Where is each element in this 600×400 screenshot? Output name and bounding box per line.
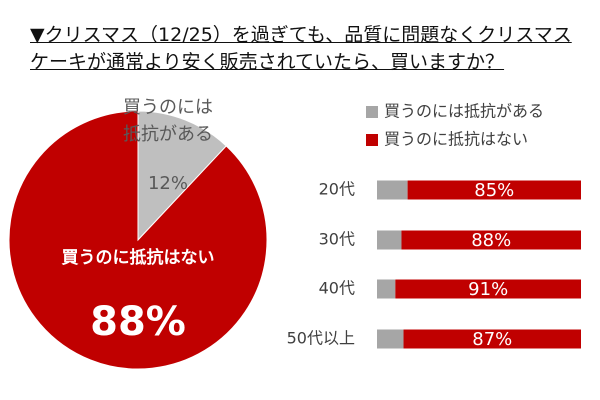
bar-segment bbox=[377, 180, 408, 200]
bar-segment bbox=[403, 329, 581, 349]
slice-value: 12% bbox=[147, 173, 188, 194]
bar-segment bbox=[377, 279, 396, 299]
legend-label: 買うのには抵抗がある bbox=[384, 102, 544, 121]
legend-swatch bbox=[366, 106, 378, 118]
y-tick-label: 20代 bbox=[319, 180, 355, 199]
slice-label: 買うのには抵抗がある bbox=[123, 97, 213, 145]
legend-swatch bbox=[366, 134, 378, 146]
bar-value-label: 87% bbox=[472, 329, 512, 350]
bar-segment bbox=[377, 230, 402, 250]
y-tick-label: 40代 bbox=[319, 279, 355, 298]
bar-segment bbox=[407, 180, 581, 200]
y-tick-label: 30代 bbox=[319, 230, 355, 249]
slice-value: 88% bbox=[90, 299, 186, 345]
slice-label: 買うのに抵抗はない bbox=[61, 248, 215, 268]
chart-title: ▼クリスマス（12/25）を過ぎても、品質に問題なくクリスマスケーキが通常より安… bbox=[30, 24, 572, 73]
y-tick-label: 50代以上 bbox=[287, 329, 355, 348]
pie-slice bbox=[8, 110, 268, 370]
bar-value-label: 91% bbox=[468, 279, 508, 300]
bar-segment bbox=[395, 279, 581, 299]
bar-segment bbox=[377, 329, 404, 349]
bar-segment bbox=[401, 230, 581, 250]
pie-slice bbox=[137, 110, 228, 242]
bar-value-label: 88% bbox=[471, 230, 511, 251]
legend-label: 買うのに抵抗はない bbox=[384, 130, 528, 149]
bar-value-label: 85% bbox=[474, 180, 514, 201]
